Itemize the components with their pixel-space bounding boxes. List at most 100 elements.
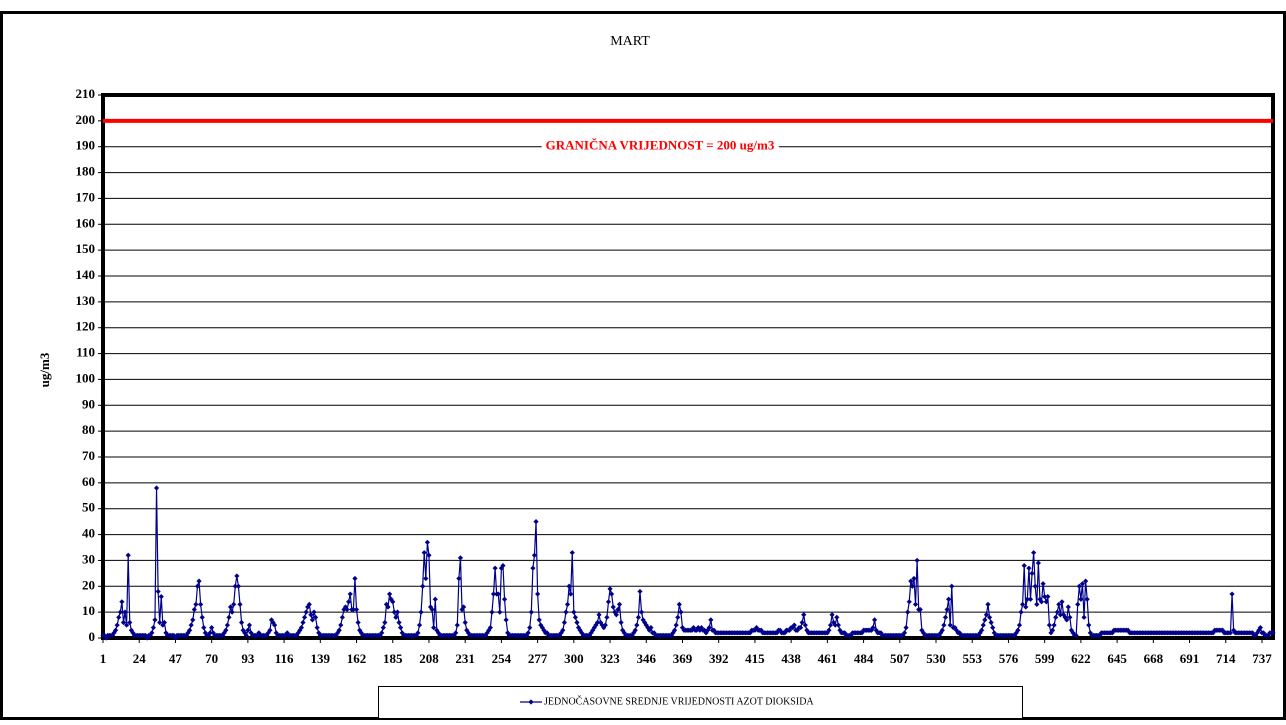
data-point [944, 606, 950, 613]
chart-title: MART [610, 34, 650, 49]
data-point [490, 591, 497, 597]
x-tick-label: 461 [818, 651, 838, 666]
data-point [920, 630, 927, 636]
data-point [616, 601, 623, 607]
x-tick-label: 323 [600, 651, 620, 666]
data-point [832, 622, 838, 628]
data-point [569, 550, 575, 556]
data-point [1021, 563, 1027, 569]
data-point [610, 604, 616, 610]
data-point [431, 625, 437, 631]
data-point [530, 565, 536, 571]
data-point [523, 632, 530, 639]
data-point [500, 563, 506, 569]
data-point [489, 609, 495, 615]
data-point [694, 627, 700, 633]
data-point [868, 627, 875, 633]
data-point [752, 627, 758, 633]
data-point [495, 591, 501, 597]
data-point [464, 627, 470, 633]
legend-box [378, 686, 1023, 719]
data-point [235, 583, 242, 589]
data-point [906, 599, 912, 605]
data-point [599, 622, 605, 628]
y-tick-label: 20 [82, 577, 95, 592]
data-point [264, 632, 270, 639]
data-point [848, 632, 854, 639]
data-point [908, 578, 914, 584]
data-point [533, 519, 539, 525]
data-point [985, 601, 991, 607]
data-point [678, 609, 684, 615]
reference-label-bg [541, 136, 779, 154]
data-point [942, 614, 949, 620]
data-point [346, 599, 352, 605]
y-tick-label: 170 [76, 189, 96, 204]
legend-label: JEDNOČASOVNE SREDNJE VRIJEDNOSTI AZOT DI… [544, 695, 814, 707]
x-tick-label: 1 [100, 651, 107, 666]
data-point [201, 625, 207, 631]
data-point [1270, 630, 1276, 636]
y-tick-label: 50 [82, 500, 95, 515]
y-tick-label: 100 [76, 370, 96, 385]
data-point [1051, 622, 1057, 628]
data-point [224, 622, 231, 628]
data-point [429, 606, 435, 613]
data-point [465, 630, 471, 636]
data-point [675, 614, 681, 620]
data-point [905, 609, 911, 615]
data-point [309, 617, 316, 623]
x-tick-label: 668 [1144, 651, 1164, 666]
data-point [1042, 594, 1048, 600]
x-tick-label: 438 [781, 651, 801, 666]
data-point [566, 583, 572, 589]
data-point [268, 617, 275, 623]
data-point [672, 627, 678, 633]
data-point [859, 630, 865, 636]
data-point [1084, 596, 1090, 602]
data-point [605, 599, 612, 605]
data-point [207, 630, 213, 636]
data-point [1032, 583, 1038, 589]
data-point [385, 604, 391, 610]
data-point [1073, 632, 1079, 639]
data-point [456, 575, 462, 582]
x-tick-label: 139 [311, 651, 331, 666]
data-point [1020, 601, 1026, 607]
data-point [272, 622, 278, 628]
data-point [826, 627, 832, 633]
data-point [245, 627, 251, 633]
data-point [267, 627, 273, 633]
x-tick-label: 576 [999, 651, 1019, 666]
data-point [618, 619, 624, 626]
data-point [946, 596, 952, 602]
x-tick-label: 185 [383, 651, 403, 666]
data-point [117, 609, 123, 615]
data-point [305, 604, 311, 610]
x-tick-label: 392 [709, 651, 729, 666]
y-tick-label: 110 [76, 345, 95, 360]
data-point [283, 632, 289, 639]
y-tick-label: 30 [82, 551, 95, 566]
data-point [205, 632, 212, 639]
data-point [835, 622, 841, 628]
data-point [483, 632, 489, 639]
data-point [150, 625, 156, 631]
data-point [426, 552, 432, 558]
data-point [990, 625, 996, 631]
data-point [953, 627, 960, 633]
data-point [451, 632, 457, 639]
data-point [127, 619, 133, 626]
data-point [878, 630, 884, 636]
data-point [220, 632, 226, 639]
y-tick-label: 190 [76, 138, 96, 153]
data-point [525, 630, 531, 636]
data-point [706, 625, 712, 631]
plot [100, 485, 1276, 641]
data-point [418, 609, 424, 615]
data-point [1087, 630, 1093, 636]
data-point [900, 632, 906, 639]
data-point [114, 622, 120, 628]
y-tick-label: 80 [82, 422, 95, 437]
